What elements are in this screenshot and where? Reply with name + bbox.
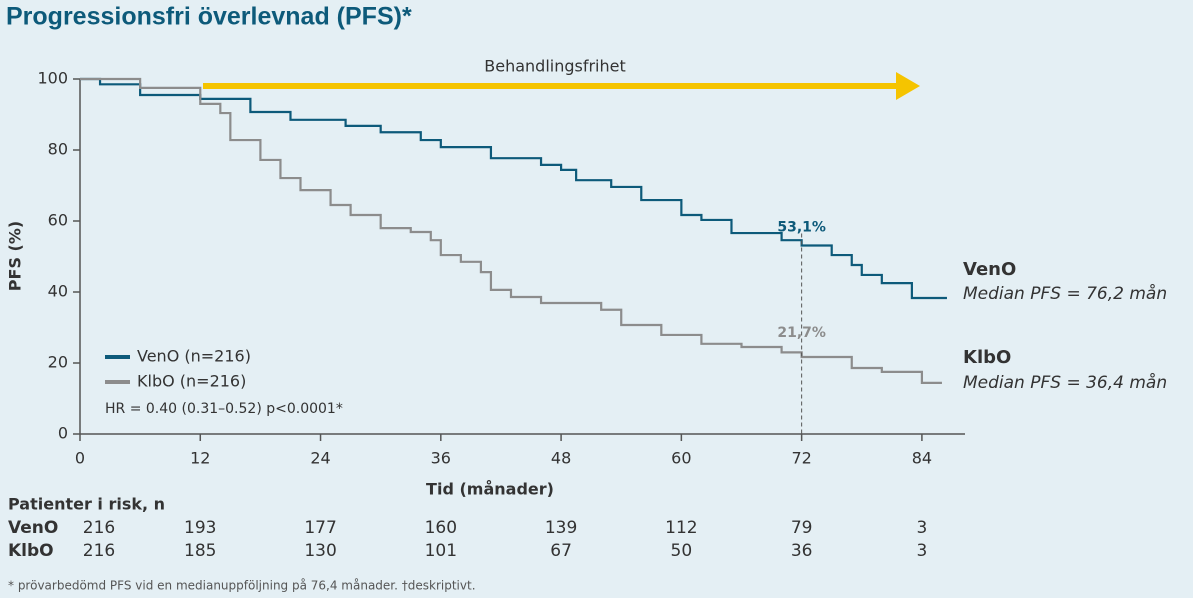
risk-value: 130	[304, 541, 336, 561]
legend-label: VenO (n=216)	[137, 347, 251, 366]
risk-row-label: VenO	[8, 518, 58, 538]
risk-value: 216	[83, 541, 115, 561]
median-label: Median PFS = 76,2 mån	[963, 283, 1167, 304]
risk-header: Patienter i risk, n	[8, 495, 165, 514]
risk-value: 139	[545, 518, 577, 538]
x-tick-label: 84	[912, 449, 932, 468]
x-tick-label: 0	[75, 449, 85, 468]
y-tick-label: 80	[48, 140, 68, 159]
risk-value: 50	[671, 541, 693, 561]
risk-value: 193	[184, 518, 216, 538]
risk-value: 36	[791, 541, 813, 561]
risk-value: 112	[665, 518, 697, 538]
x-tick-label: 36	[431, 449, 451, 468]
risk-row-label: KlbO	[8, 541, 54, 561]
y-tick-label: 100	[37, 69, 68, 88]
risk-value: 3	[916, 541, 927, 561]
annotation: 21,7%	[777, 325, 826, 341]
arrow-head	[896, 72, 920, 100]
y-tick-label: 0	[58, 424, 68, 443]
y-tick-label: 40	[48, 282, 68, 301]
median-label: Median PFS = 36,4 mån	[963, 372, 1167, 393]
x-tick-label: 12	[190, 449, 210, 468]
risk-value: 160	[425, 518, 457, 538]
x-tick-label: 72	[791, 449, 811, 468]
y-tick-label: 20	[48, 353, 68, 372]
risk-value: 101	[425, 541, 457, 561]
annotation: 53,1%	[777, 219, 826, 235]
x-axis-title: Tid (månader)	[426, 480, 554, 499]
risk-value: 185	[184, 541, 216, 561]
right-label: VenO	[963, 259, 1016, 280]
series-line	[80, 77, 947, 300]
x-tick-label: 48	[551, 449, 571, 468]
series-line	[80, 77, 942, 384]
right-label: KlbO	[963, 347, 1011, 368]
legend-label: KlbO (n=216)	[137, 372, 246, 391]
risk-value: 79	[791, 518, 813, 538]
footnote: * prövarbedömd PFS vid en medianuppföljn…	[8, 579, 476, 593]
risk-value: 177	[304, 518, 336, 538]
x-tick-label: 60	[671, 449, 691, 468]
risk-value: 3	[916, 518, 927, 538]
y-tick-label: 60	[48, 211, 68, 230]
chart-title: Progressionsfri överlevnad (PFS)*	[6, 3, 412, 31]
x-tick-label: 24	[310, 449, 330, 468]
y-axis-title: PFS (%)	[6, 221, 25, 291]
arrow-label: Behandlingsfrihet	[484, 57, 626, 76]
hr-text: HR = 0.40 (0.31–0.52) p<0.0001*	[105, 401, 343, 417]
risk-value: 216	[83, 518, 115, 538]
risk-value: 67	[550, 541, 572, 561]
